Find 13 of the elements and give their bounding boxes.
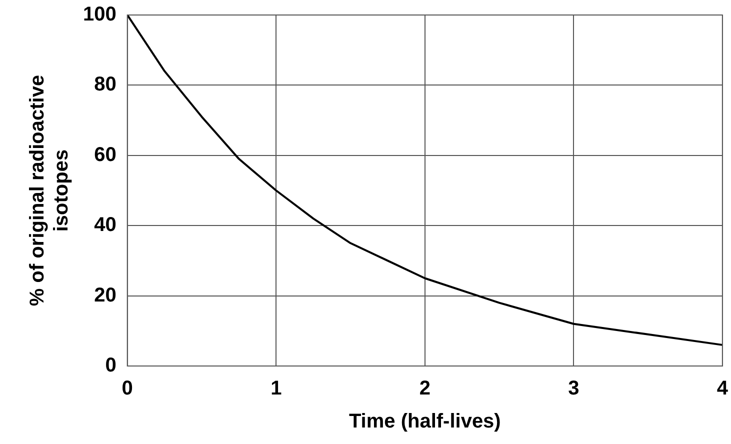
y-tick-label: 60	[94, 144, 116, 166]
x-tick-label: 2	[419, 378, 430, 400]
x-tick-label: 3	[568, 378, 580, 400]
y-tick-label: 20	[94, 284, 116, 306]
y-tick-label: 0	[105, 354, 116, 377]
x-tick-label: 1	[270, 378, 282, 400]
x-tick-label: 4	[716, 378, 729, 400]
y-tick-label: 40	[94, 214, 116, 236]
y-tick-label: 80	[94, 74, 116, 96]
x-tick-label: 0	[122, 378, 133, 400]
y-tick-label: 100	[82, 4, 116, 26]
y-axis-title: % of original radioactive isotopes	[26, 74, 73, 306]
x-axis-title: Time (half-lives)	[348, 410, 501, 433]
